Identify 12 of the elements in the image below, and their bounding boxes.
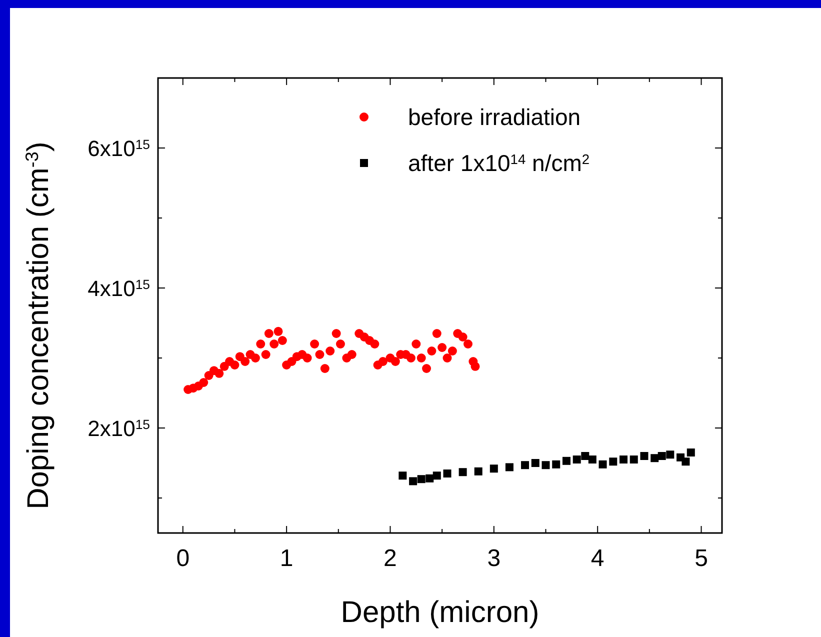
x-tick-label: 2: [384, 545, 397, 572]
x-tick-label: 3: [487, 545, 501, 572]
x-tick-label: 1: [280, 545, 294, 572]
y-tick-label: 4x10$^{15}$: [88, 276, 150, 301]
x-tick-label: 4: [590, 545, 604, 572]
x-tick-label: 5: [694, 545, 708, 572]
y-tick-label: 6x10$^{15}$: [88, 136, 150, 161]
legend-label: before irradiation: [408, 104, 581, 130]
y-tick-label: 2x10$^{15}$: [88, 416, 150, 441]
x-tick-label: 0: [176, 545, 190, 572]
x-axis-title: Depth (micron): [340, 596, 540, 629]
legend-label: after 1x10$^{14}$ n/cm$^{2}$: [408, 150, 590, 176]
